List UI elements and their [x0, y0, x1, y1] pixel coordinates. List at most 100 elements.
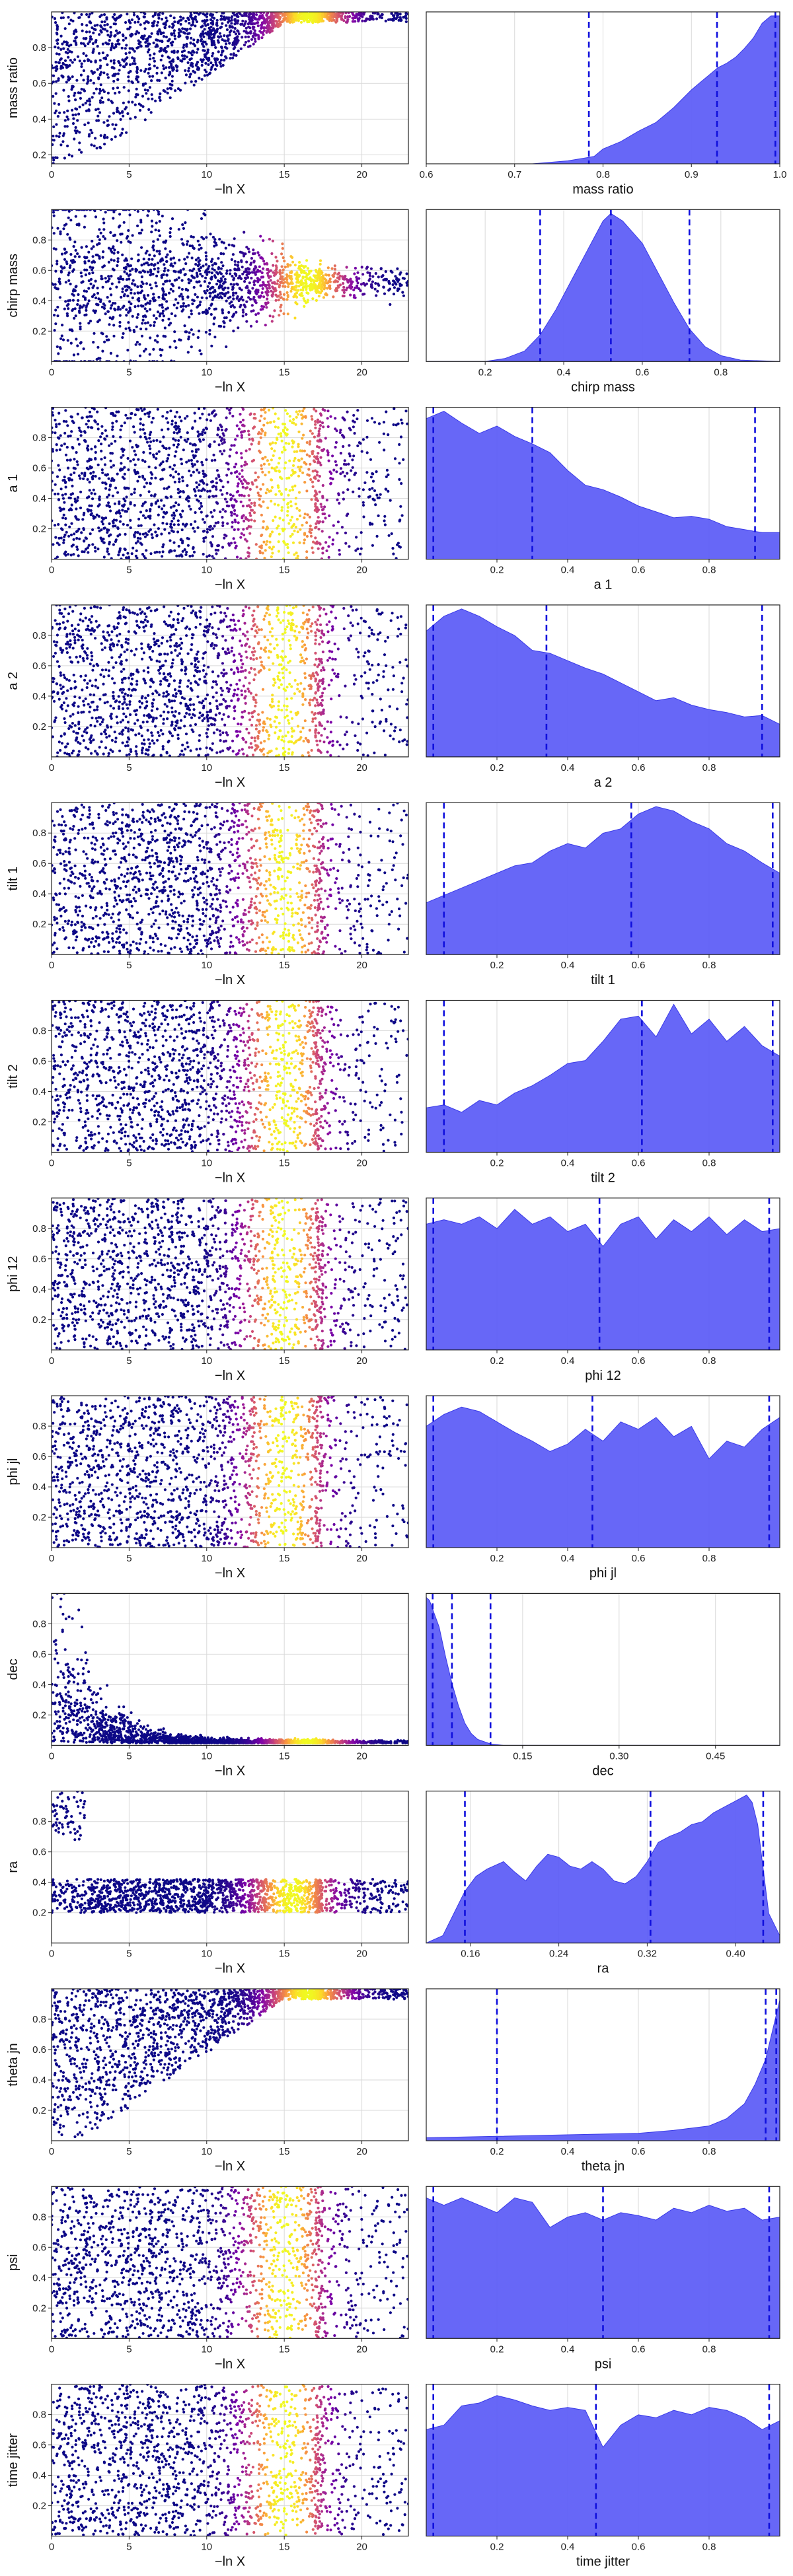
trace-point — [170, 75, 174, 78]
trace-point — [227, 310, 231, 314]
trace-point — [130, 291, 133, 295]
trace-point — [98, 257, 101, 260]
trace-point — [318, 542, 321, 545]
trace-point — [285, 514, 289, 517]
trace-point — [390, 532, 393, 536]
trace-point — [202, 58, 205, 61]
trace-point — [267, 26, 270, 30]
trace-point — [75, 285, 78, 288]
trace-ytick-label: 0.8 — [32, 234, 46, 246]
trace-point — [247, 40, 250, 43]
trace-point — [80, 151, 83, 154]
trace-point — [63, 533, 67, 536]
trace-point — [361, 501, 365, 504]
trace-point — [94, 309, 97, 312]
trace-point — [190, 328, 193, 332]
trace-point — [120, 131, 124, 135]
trace-point — [258, 14, 262, 17]
trace-point — [231, 525, 234, 528]
trace-point — [224, 557, 227, 559]
trace-point — [253, 519, 256, 522]
trace-point — [129, 308, 132, 312]
trace-point — [160, 428, 164, 432]
trace-point — [94, 215, 98, 219]
trace-point — [217, 475, 221, 478]
trace-point — [104, 407, 108, 410]
trace-point — [157, 267, 160, 270]
trace-point — [80, 62, 83, 65]
trace-point — [274, 441, 278, 445]
trace-point — [139, 69, 143, 72]
trace-point — [220, 297, 223, 300]
trace-point — [255, 485, 258, 489]
trace-point — [384, 487, 387, 491]
trace-point — [398, 478, 401, 482]
trace-point — [69, 434, 72, 438]
trace-point — [112, 519, 116, 522]
trace-point — [270, 320, 274, 323]
trace-point — [56, 542, 59, 545]
trace-point — [52, 125, 56, 129]
trace-point — [61, 267, 64, 270]
trace-point — [395, 12, 398, 15]
trace-point — [319, 262, 322, 266]
trace-point — [113, 248, 116, 252]
trace-point — [126, 552, 130, 555]
trace-point — [128, 439, 132, 443]
trace-point — [122, 101, 125, 104]
trace-point — [274, 412, 277, 415]
trace-point — [326, 15, 329, 18]
trace-point — [133, 463, 137, 466]
trace-point — [96, 68, 99, 71]
trace-point — [78, 131, 81, 134]
trace-point — [209, 312, 213, 316]
trace-point — [87, 80, 90, 83]
trace-point — [256, 491, 260, 495]
trace-point — [197, 489, 200, 492]
trace-point — [244, 276, 247, 279]
trace-point — [209, 260, 213, 264]
trace-point — [214, 46, 217, 50]
trace-point — [174, 270, 177, 273]
trace-point — [128, 273, 132, 276]
trace-point — [82, 477, 85, 481]
trace-point — [371, 544, 375, 547]
trace-point — [181, 223, 184, 227]
trace-point — [205, 458, 208, 462]
marginal-xlabel: mass ratio — [572, 182, 633, 197]
trace-point — [259, 295, 262, 298]
trace-point — [198, 243, 201, 246]
trace-point — [115, 419, 118, 423]
trace-point — [87, 135, 91, 138]
trace-point — [210, 44, 213, 47]
trace-point — [313, 455, 317, 458]
trace-point — [144, 315, 147, 318]
trace-point — [296, 554, 299, 558]
trace-point — [365, 282, 369, 285]
trace-point — [254, 17, 257, 20]
trace-point — [61, 338, 65, 341]
trace-point — [112, 268, 116, 271]
trace-point — [87, 122, 90, 125]
trace-xtick-label: 20 — [356, 169, 367, 180]
trace-point — [270, 466, 274, 470]
trace-point — [137, 304, 140, 308]
trace-point — [71, 61, 74, 64]
trace-point — [327, 545, 330, 548]
trace-point — [227, 18, 230, 21]
trace-point — [400, 421, 404, 425]
trace-point — [280, 439, 283, 443]
trace-point — [54, 322, 57, 326]
trace-point — [213, 67, 217, 71]
trace-point — [122, 497, 126, 501]
trace-point — [139, 23, 142, 26]
trace-point — [159, 353, 163, 357]
trace-point — [253, 22, 256, 26]
trace-point — [155, 452, 159, 456]
trace-point — [98, 228, 101, 231]
trace-point — [300, 271, 303, 274]
trace-point — [356, 284, 359, 287]
trace-point — [155, 221, 158, 225]
trace-point — [301, 524, 304, 527]
trace-point — [127, 89, 130, 92]
